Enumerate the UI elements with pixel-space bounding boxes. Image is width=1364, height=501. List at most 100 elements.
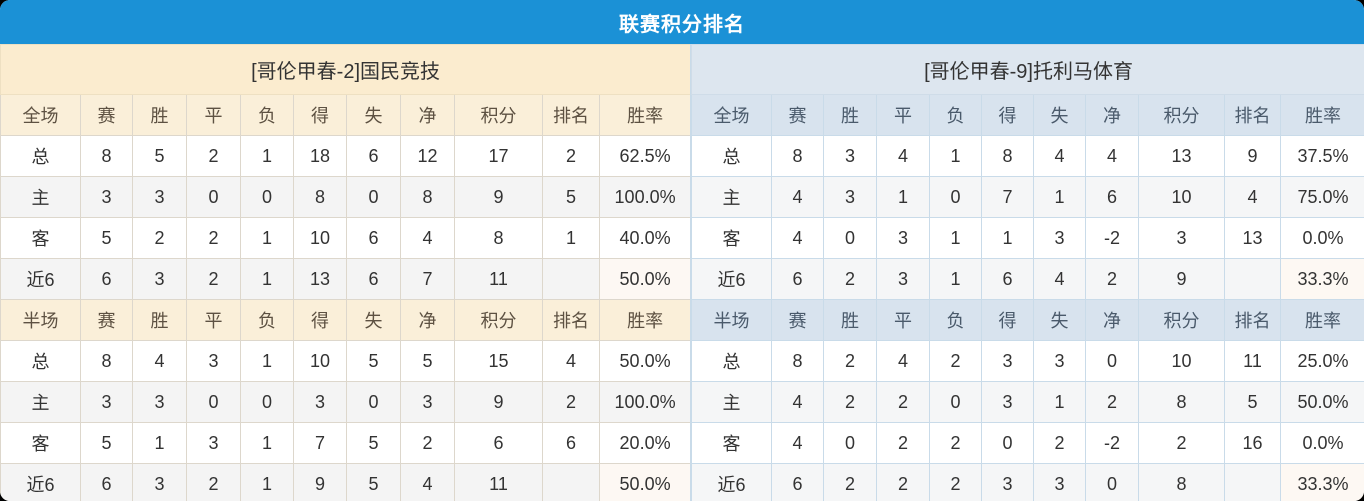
table-row: 客 4 0 2 2 0 2 -2 2 16 0.0% — [691, 422, 1364, 464]
cell-win-rate: 50.0% — [598, 463, 692, 501]
cell-rank: 1 — [542, 217, 600, 259]
cell-胜: 0 — [823, 217, 877, 259]
column-header: 排名 — [542, 299, 600, 341]
cell-胜: 2 — [823, 340, 877, 382]
cell-失: 6 — [346, 258, 401, 300]
table-row: 主 4 2 2 0 3 1 2 8 5 50.0% — [691, 381, 1364, 423]
cell-赛: 6 — [80, 258, 133, 300]
column-header: 赛 — [80, 299, 133, 341]
cell-负: 2 — [929, 340, 982, 382]
cell-points: 6 — [454, 422, 543, 464]
standings-table-left: [哥伦甲春-2]国民竞技 全场赛胜平负得失净积分 排名 胜率总 8 5 2 1 18 6 12 17 2… — [0, 44, 692, 501]
cell-负: 0 — [929, 381, 982, 423]
row-label-recent: 近6 — [0, 258, 81, 300]
column-header: 负 — [929, 299, 982, 341]
team-name-row: [哥伦甲春-9]托利马体育 — [690, 44, 1364, 95]
cell-平: 0 — [186, 176, 241, 218]
cell-平: 4 — [876, 340, 930, 382]
table-row: 总 8 3 4 1 8 4 4 13 9 37.5% — [691, 135, 1364, 177]
cell-rank: 5 — [1224, 381, 1281, 423]
cell-win-rate: 50.0% — [1279, 381, 1364, 423]
column-header: 排名 — [1224, 94, 1281, 136]
team-name-row: [哥伦甲春-2]国民竞技 — [0, 44, 692, 95]
cell-rank — [542, 463, 600, 501]
cell-失: 5 — [346, 463, 401, 501]
column-header: 胜 — [823, 299, 877, 341]
table-row: 主 3 3 0 0 3 0 3 9 2 100.0% — [0, 381, 692, 423]
column-header: 胜 — [132, 299, 187, 341]
cell-points: 8 — [1138, 463, 1225, 501]
cell-失: 1 — [1033, 381, 1086, 423]
cell-平: 0 — [186, 381, 241, 423]
column-header: 积分 — [1138, 299, 1225, 341]
cell-win-rate: 100.0% — [598, 176, 692, 218]
cell-失: 4 — [1033, 258, 1086, 300]
row-label-total: 总 — [691, 135, 772, 177]
row-label-total: 总 — [691, 340, 772, 382]
column-header: 赛 — [771, 94, 824, 136]
table-row: 总 8 2 4 2 3 3 0 10 11 25.0% — [691, 340, 1364, 382]
cell-胜: 0 — [823, 422, 877, 464]
cell-平: 2 — [186, 463, 241, 501]
column-header: 胜率 — [1279, 94, 1364, 136]
cell-平: 2 — [186, 135, 241, 177]
row-label-recent: 近6 — [691, 463, 772, 501]
cell-赛: 8 — [80, 340, 133, 382]
cell-平: 2 — [876, 463, 930, 501]
cell-胜: 2 — [823, 258, 877, 300]
row-label-home: 主 — [691, 176, 772, 218]
cell-赛: 8 — [771, 135, 824, 177]
cell-rank — [1224, 463, 1281, 501]
column-header: 胜率 — [1279, 299, 1364, 341]
table-row: 近6 6 2 3 1 6 4 2 9 33.3% — [691, 258, 1364, 300]
cell-win-rate: 0.0% — [1279, 422, 1364, 464]
cell-负: 0 — [929, 176, 982, 218]
column-header: 得 — [981, 94, 1034, 136]
cell-赛: 8 — [771, 340, 824, 382]
cell-负: 1 — [929, 135, 982, 177]
cell-净: 8 — [400, 176, 455, 218]
column-header: 负 — [929, 94, 982, 136]
team-panel-left: [哥伦甲春-2]国民竞技 全场赛胜平负得失净积分 排名 胜率总 8 5 2 1 18 6 12 17 2… — [0, 44, 692, 501]
cell-负: 1 — [240, 422, 294, 464]
cell-rank: 9 — [1224, 135, 1281, 177]
cell-失: 1 — [1033, 176, 1086, 218]
cell-失: 5 — [346, 340, 401, 382]
cell-平: 2 — [876, 381, 930, 423]
cell-净: 4 — [400, 217, 455, 259]
cell-胜: 2 — [823, 381, 877, 423]
table-row: 总 8 5 2 1 18 6 12 17 2 62.5% — [0, 135, 692, 177]
cell-得: 1 — [981, 217, 1034, 259]
column-header: 排名 — [542, 94, 600, 136]
cell-净: 4 — [400, 463, 455, 501]
cell-win-rate: 50.0% — [598, 258, 692, 300]
cell-净: 5 — [400, 340, 455, 382]
column-header: 胜率 — [598, 299, 692, 341]
cell-平: 4 — [876, 135, 930, 177]
cell-points: 9 — [454, 176, 543, 218]
column-header: 胜 — [823, 94, 877, 136]
cell-points: 3 — [1138, 217, 1225, 259]
column-header: 净 — [1085, 94, 1139, 136]
cell-净: 2 — [1085, 381, 1139, 423]
cell-rank: 16 — [1224, 422, 1281, 464]
cell-胜: 3 — [823, 176, 877, 218]
cell-负: 1 — [240, 258, 294, 300]
cell-得: 3 — [981, 340, 1034, 382]
cell-负: 2 — [929, 422, 982, 464]
cell-负: 0 — [240, 381, 294, 423]
cell-赛: 5 — [80, 422, 133, 464]
cell-win-rate: 33.3% — [1279, 463, 1364, 501]
table-row: 总 8 4 3 1 10 5 5 15 4 50.0% — [0, 340, 692, 382]
column-header: 负 — [240, 299, 294, 341]
cell-赛: 4 — [771, 381, 824, 423]
cell-得: 3 — [981, 381, 1034, 423]
table-row: 近6 6 2 2 2 3 3 0 8 33.3% — [691, 463, 1364, 501]
cell-得: 7 — [981, 176, 1034, 218]
cell-失: 3 — [1033, 463, 1086, 501]
cell-净: -2 — [1085, 422, 1139, 464]
cell-points: 9 — [454, 381, 543, 423]
cell-净: 7 — [400, 258, 455, 300]
cell-负: 0 — [240, 176, 294, 218]
cell-净: 0 — [1085, 463, 1139, 501]
